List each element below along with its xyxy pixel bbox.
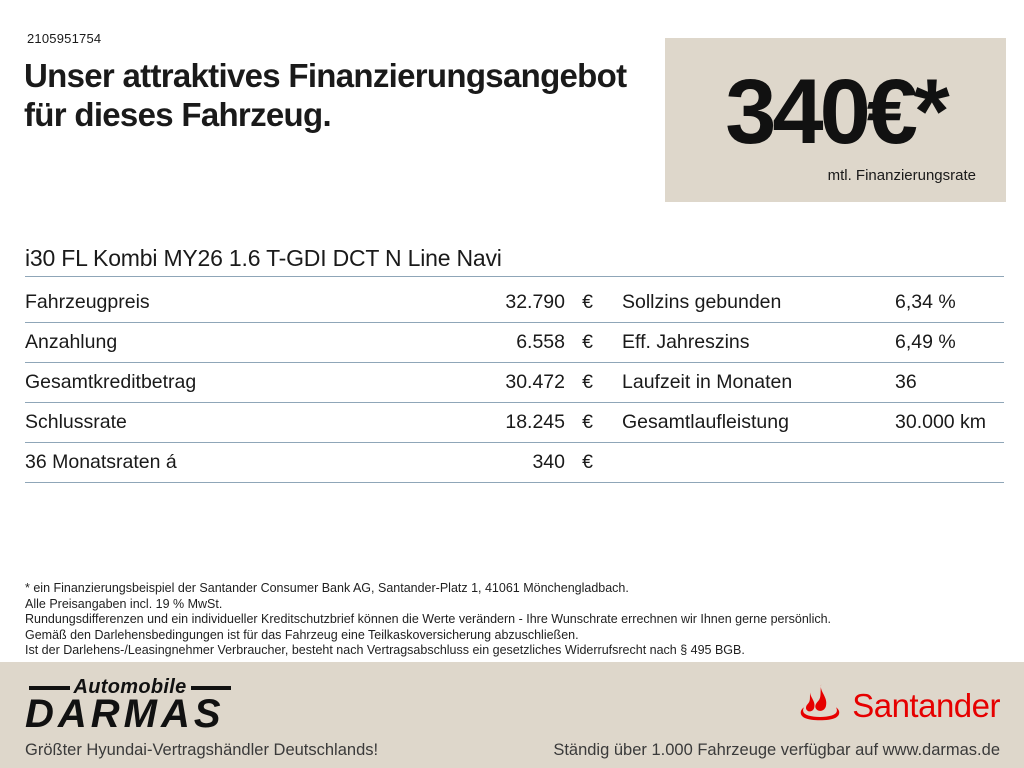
darmas-logo-topline: Automobile — [25, 676, 235, 699]
row-label: Eff. Jahreszins — [622, 331, 750, 353]
row-label: 36 Monatsraten á — [25, 451, 177, 473]
row-label: Anzahlung — [25, 331, 118, 353]
table-row: Anzahlung 6.558 € Eff. Jahreszins 6,49 % — [25, 323, 1004, 363]
finance-table: Fahrzeugpreis 32.790 € Sollzins gebunden… — [25, 283, 1004, 483]
row-label: Sollzins gebunden — [622, 291, 782, 313]
footnote-line: Alle Preisangaben incl. 19 % MwSt. — [25, 596, 223, 611]
footnote-line: Gemäß den Darlehensbedingungen ist für d… — [25, 627, 579, 642]
santander-flame-icon — [797, 684, 843, 728]
footer: Automobile DARMAS Santander Größter Hyun… — [0, 662, 1024, 768]
row-unit: € — [582, 291, 593, 313]
darmas-dealer-logo: Automobile DARMAS — [25, 676, 235, 734]
table-row: Gesamtkreditbetrag 30.472 € Laufzeit in … — [25, 363, 1004, 403]
santander-wordmark: Santander — [852, 687, 1000, 724]
row-unit: € — [582, 371, 593, 393]
row-label: Gesamtlaufleistung — [622, 411, 789, 433]
row-label: Laufzeit in Monaten — [622, 371, 793, 393]
row-unit: € — [582, 451, 593, 473]
page-title: Unser attraktives Finanzierungsangebot f… — [24, 56, 669, 134]
row-unit: € — [582, 331, 593, 353]
row-value: 6,49 % — [895, 331, 956, 353]
vehicle-title: i30 FL Kombi MY26 1.6 T-GDI DCT N Line N… — [25, 245, 1004, 277]
row-value: 6,34 % — [895, 291, 956, 313]
footnote-line: Rundungsdifferenzen und ein individuelle… — [25, 612, 832, 626]
row-value: 30.000 km — [895, 411, 987, 433]
page-title-line2: für dieses Fahrzeug. — [24, 96, 332, 133]
dealer-tagline: Größter Hyundai-Vertragshändler Deutschl… — [25, 741, 379, 759]
monthly-rate-panel: 340€* mtl. Finanzierungsrate — [665, 38, 1006, 202]
darmas-logo-wordmark: DARMAS — [25, 692, 225, 736]
row-value: 32.790 — [505, 291, 565, 313]
row-value: 6.558 — [516, 331, 565, 353]
row-unit: € — [582, 411, 593, 433]
darmas-logo-automobile: Automobile — [73, 676, 187, 698]
logo-rule-left — [29, 685, 70, 690]
row-value: 18.245 — [505, 411, 565, 433]
legal-footnotes: * ein Finanzierungsbeispiel der Santande… — [25, 581, 1005, 659]
row-label: Schlussrate — [25, 411, 127, 433]
row-label: Gesamtkreditbetrag — [25, 371, 197, 393]
page-title-line1: Unser attraktives Finanzierungsangebot — [24, 57, 627, 94]
monthly-rate-value: 340€* — [725, 61, 949, 163]
monthly-rate-caption: mtl. Finanzierungsrate — [827, 167, 976, 184]
santander-bank-logo: Santander — [797, 684, 1000, 728]
row-value: 36 — [895, 371, 917, 393]
table-row: Fahrzeugpreis 32.790 € Sollzins gebunden… — [25, 283, 1004, 323]
inventory-tagline: Ständig über 1.000 Fahrzeuge verfügbar a… — [553, 741, 1000, 759]
footnote-line: Ist der Darlehens-/Leasingnehmer Verbrau… — [25, 643, 745, 657]
table-row: Schlussrate 18.245 € Gesamtlaufleistung … — [25, 403, 1004, 443]
row-value: 340 — [532, 451, 565, 473]
offer-id-number: 2105951754 — [27, 31, 102, 46]
row-label: Fahrzeugpreis — [25, 291, 150, 313]
table-row: 36 Monatsraten á 340 € — [25, 443, 1004, 483]
row-value: 30.472 — [505, 371, 565, 393]
footnote-line: * ein Finanzierungsbeispiel der Santande… — [25, 581, 629, 595]
logo-rule-right — [190, 685, 231, 690]
